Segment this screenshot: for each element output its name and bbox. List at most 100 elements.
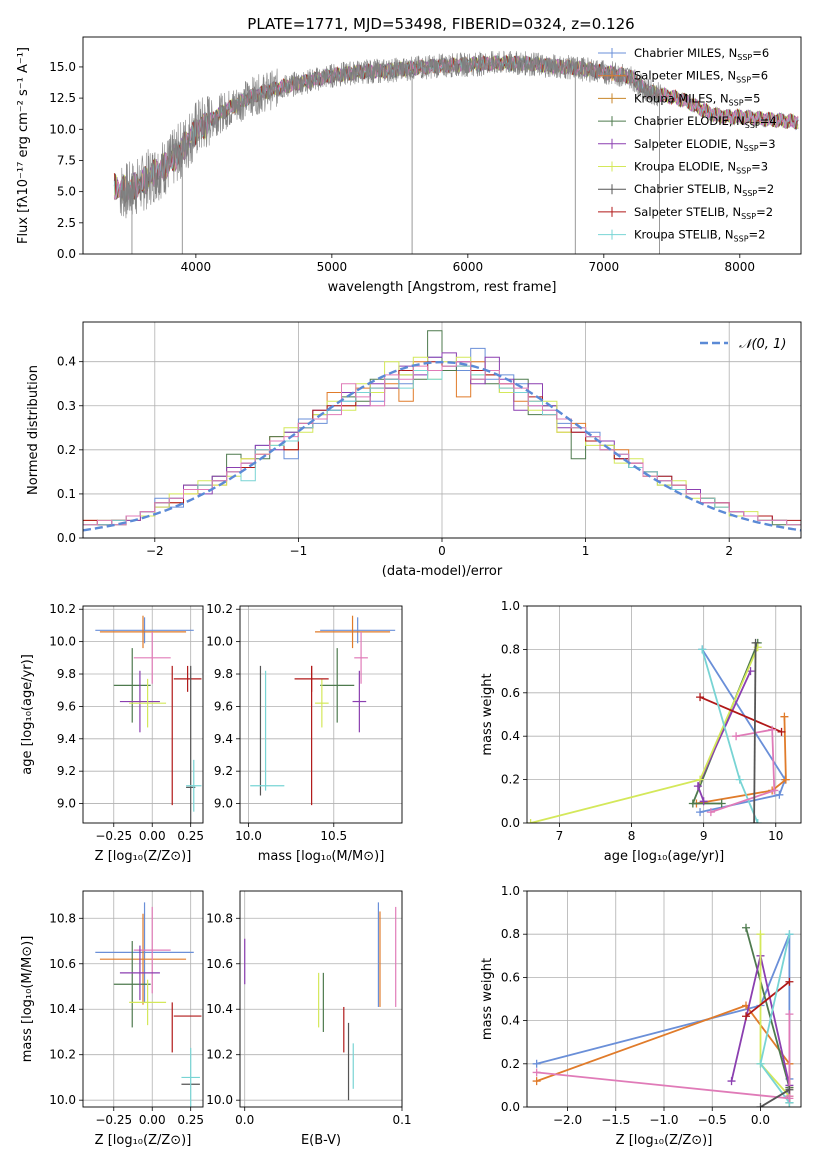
- y-tick-label: 0.3: [57, 399, 76, 413]
- errorbar-point: [352, 670, 367, 733]
- x-tick-label: 8000: [725, 260, 756, 274]
- legend-label-prefix: Salpeter STELIB, N: [634, 205, 741, 219]
- weight-series-marker: [777, 727, 786, 736]
- y-tick-label: 10.6: [206, 957, 233, 971]
- errorbar-point: [320, 648, 355, 723]
- legend-label-prefix: Chabrier STELIB, N: [634, 182, 742, 196]
- y-tick-label: 0.6: [501, 970, 520, 984]
- mass_vs_Z-frame: [82, 890, 204, 1108]
- y-tick-label: 9.0: [57, 797, 76, 811]
- y-tick-label: 10.2: [206, 1048, 233, 1062]
- legend-label-suffix: =2: [757, 182, 774, 196]
- weight_vs_Z-axes: −2.0 −1.5 −1.0 −0.5 0.0 0.0 0.2 0.4 0.6 0.8 1.0 Z […: [480, 884, 801, 1148]
- y-tick-label: 0.6: [501, 686, 520, 700]
- errorbar-point: [133, 631, 171, 684]
- weight-series-marker: [532, 1059, 541, 1068]
- x-tick-label: 6000: [453, 260, 484, 274]
- y-tick-label: 0.4: [57, 355, 76, 369]
- x-tick-label: −0.25: [95, 829, 132, 843]
- y-tick-label: 10.0: [206, 635, 233, 649]
- histogram-series: [83, 361, 801, 538]
- x-tick-label: 7000: [589, 260, 620, 274]
- weight_vs_Z-plot-area: [532, 923, 794, 1107]
- weight-series-marker: [750, 819, 759, 823]
- errorbar-point: [129, 979, 167, 1026]
- weight-series-marker: [756, 1103, 765, 1107]
- y-tick-label: 10.0: [49, 122, 76, 136]
- y-tick-label: 1.0: [501, 884, 520, 898]
- age_vs_Z-frame: [82, 605, 204, 824]
- x-tick-label: 8: [628, 829, 636, 843]
- y-tick-label: 10.0: [206, 1093, 233, 1107]
- legend-label: Salpeter ELODIE, NSSP=3: [634, 137, 776, 153]
- histogram-series: [83, 365, 801, 538]
- spectrum-ylabel: Flux [fλ10⁻¹⁷ erg cm⁻² s⁻¹ A⁻¹]: [16, 47, 31, 244]
- legend-label-prefix: Chabrier ELODIE, N: [634, 114, 745, 128]
- y-tick-label: 9.2: [214, 764, 233, 778]
- weight-series-line: [745, 980, 790, 1018]
- weight-series-marker: [532, 1068, 541, 1077]
- legend-label: Kroupa ELODIE, NSSP=3: [634, 160, 768, 176]
- residuals-xlabel: (data-model)/error: [382, 564, 503, 579]
- weight_vs_Z-ylabel: mass weight: [480, 958, 495, 1040]
- age_vs_Z-ylabel: age [log₁₀(age/yr)]: [20, 654, 35, 775]
- weight-series-marker: [696, 808, 705, 817]
- weight-series-marker: [742, 1012, 751, 1021]
- legend-label-suffix: =3: [751, 160, 768, 174]
- y-tick-label: 7.5: [57, 153, 76, 167]
- weight-series-marker: [781, 775, 790, 784]
- y-tick-label: 12.5: [49, 91, 76, 105]
- weight-series-marker: [527, 819, 535, 823]
- legend-label-sub: SSP: [729, 98, 744, 107]
- legend-label-suffix: =2: [756, 205, 773, 219]
- errorbar-point: [181, 1047, 200, 1107]
- mass_vs_Z-axes: −0.25 0.00 0.25 10.0 10.2 10.4 10.6 10.8 Z [log₁…: [20, 891, 204, 1148]
- errorbar-point: [119, 945, 160, 1001]
- observed-spectrum-line: [119, 50, 662, 219]
- y-tick-label: 9.0: [214, 797, 233, 811]
- gaussian-curve: [83, 360, 801, 532]
- weight-series-line: [760, 1088, 790, 1107]
- x-tick-label: 0.25: [177, 1113, 204, 1127]
- y-tick-label: 0.2: [501, 1057, 520, 1071]
- weight-series-marker: [717, 799, 726, 808]
- x-tick-label: 2: [725, 544, 733, 558]
- weight-series-marker: [780, 712, 789, 721]
- spectrum-axes: 4000 5000 6000 7000 8000 0.0 2.5 5.0 7.5 10.0 12.5…: [16, 47, 755, 295]
- weight-series-marker: [785, 930, 794, 939]
- x-tick-label: 5000: [317, 260, 348, 274]
- x-tick-label: 7: [556, 829, 564, 843]
- legend-label: 𝒩(0, 1): [739, 337, 786, 352]
- legend-label: Salpeter STELIB, NSSP=2: [634, 205, 773, 221]
- errorbar-point: [113, 648, 151, 723]
- y-tick-label: 0.0: [501, 1100, 520, 1114]
- x-tick-label: 1: [582, 544, 590, 558]
- legend-label-suffix: =6: [751, 69, 768, 83]
- errorbar-point: [99, 615, 187, 649]
- weight-series-marker: [696, 775, 705, 784]
- y-tick-label: 1.0: [501, 599, 520, 613]
- errorbar-point: [129, 678, 167, 728]
- weight-series-marker: [756, 930, 765, 939]
- weight-series-line: [536, 1014, 791, 1100]
- errorbar-point: [315, 678, 329, 728]
- legend-label-suffix: =6: [752, 46, 769, 60]
- y-tick-label: 10.8: [206, 911, 233, 925]
- age_vs_mass-xlabel: mass [log₁₀(M/M⊙)]: [258, 849, 385, 864]
- weight-series-marker: [706, 808, 715, 817]
- legend-label-sub: SSP: [744, 144, 759, 153]
- y-tick-label: 10.4: [206, 1002, 233, 1016]
- legend-label-suffix: =3: [759, 137, 776, 151]
- legend-label-sub: SSP: [745, 121, 760, 130]
- weight-series-marker: [785, 977, 794, 986]
- weight_vs_age-ylabel: mass weight: [480, 673, 495, 755]
- legend-label-prefix: Salpeter ELODIE, N: [634, 137, 744, 151]
- legend-label: Kroupa MILES, NSSP=5: [634, 91, 760, 107]
- errorbar-point: [173, 665, 202, 692]
- y-tick-label: 10.2: [206, 602, 233, 616]
- weight_vs_Z-frame: [526, 890, 802, 1108]
- legend-label-sub: SSP: [741, 212, 756, 221]
- weight-series-marker: [696, 693, 705, 702]
- y-tick-label: 9.4: [214, 732, 233, 746]
